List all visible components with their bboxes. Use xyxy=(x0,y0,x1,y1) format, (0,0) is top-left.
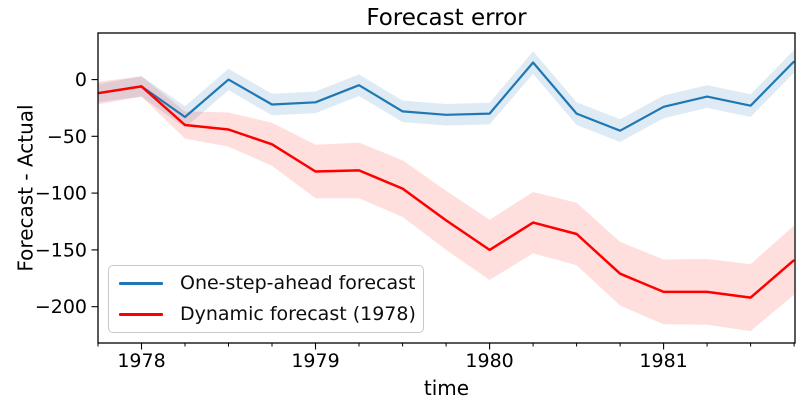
x-tick-label: 1981 xyxy=(639,350,687,372)
y-tick-label: −150 xyxy=(35,239,87,261)
x-tick-label: 1980 xyxy=(465,350,513,372)
axes-spines xyxy=(97,32,796,344)
legend-item-dynamic-forecast: Dynamic forecast (1978) xyxy=(119,304,423,326)
y-axis-label: Forecast - Actual xyxy=(14,104,38,272)
x-axis-label: time xyxy=(423,376,470,400)
legend-label: Dynamic forecast (1978) xyxy=(180,303,416,325)
y-tick-label: 0 xyxy=(75,69,87,91)
y-tick-label: −100 xyxy=(35,183,87,205)
y-tick-label: −200 xyxy=(35,296,87,318)
y-axis-label-wrap: Forecast - Actual xyxy=(6,33,46,343)
legend-line-swatch-blue xyxy=(119,282,163,285)
legend-line-swatch-red xyxy=(119,313,163,316)
x-tick-label: 1978 xyxy=(117,350,165,372)
legend-box: One-step-ahead forecast Dynamic forecast… xyxy=(108,265,424,333)
series-line-1 xyxy=(97,85,795,299)
series-line-0 xyxy=(97,60,795,132)
y-tick-label: −50 xyxy=(47,126,87,148)
legend-label: One-step-ahead forecast xyxy=(180,272,416,294)
legend-item-one-step-ahead: One-step-ahead forecast xyxy=(119,273,423,295)
confidence-band-1 xyxy=(98,76,795,332)
chart-title: Forecast error xyxy=(366,5,527,31)
x-tick-label: 1979 xyxy=(291,350,339,372)
confidence-band-0 xyxy=(98,50,795,142)
